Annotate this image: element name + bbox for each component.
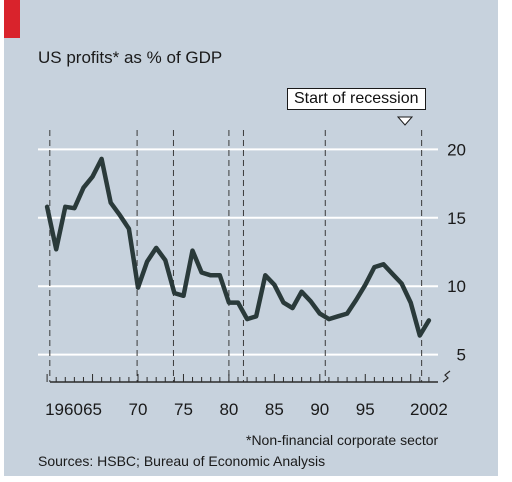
x-tick-label: 95: [356, 400, 375, 419]
axis-break-marker: [442, 370, 451, 383]
data-point: [201, 272, 203, 274]
data-point: [273, 284, 275, 286]
data-point: [155, 247, 157, 249]
chart-panel: [4, 0, 498, 476]
recession-callout: Start of recession: [287, 88, 426, 110]
data-point: [255, 315, 257, 317]
data-point: [382, 263, 384, 265]
data-point: [46, 206, 48, 208]
data-point: [146, 261, 148, 263]
x-tick-label: 1960: [45, 400, 83, 419]
data-point: [210, 274, 212, 276]
data-point: [228, 302, 230, 304]
x-tick-label: 70: [129, 400, 148, 419]
data-point: [428, 319, 430, 321]
source-note: Sources: HSBC; Bureau of Economic Analys…: [38, 453, 326, 469]
data-point: [392, 273, 394, 275]
chart-title: US profits* as % of GDP: [38, 48, 223, 67]
data-point: [128, 228, 130, 230]
y-tick-label: 20: [447, 140, 466, 159]
data-point: [82, 187, 84, 189]
y-tick-label: 15: [447, 209, 466, 228]
data-point: [173, 292, 175, 294]
series-layer: [44, 156, 432, 338]
data-point: [364, 284, 366, 286]
data-point: [319, 313, 321, 315]
data-point: [419, 334, 421, 336]
data-point: [346, 313, 348, 315]
y-tick-label: 5: [457, 346, 466, 365]
data-point: [101, 158, 103, 160]
data-point: [192, 250, 194, 252]
data-point: [410, 302, 412, 304]
data-point: [119, 214, 121, 216]
data-point: [137, 287, 139, 289]
recession-callout-pointer: [396, 116, 414, 126]
data-point: [164, 259, 166, 261]
gridlines: [38, 148, 438, 356]
data-point: [237, 302, 239, 304]
data-point: [337, 315, 339, 317]
data-point: [301, 291, 303, 293]
x-tick-label: 85: [265, 400, 284, 419]
data-point: [310, 300, 312, 302]
data-point: [355, 299, 357, 301]
x-tick-label: 90: [310, 400, 329, 419]
footnote: *Non-financial corporate sector: [246, 432, 439, 448]
data-point: [92, 176, 94, 178]
y-tick-label: 10: [447, 277, 466, 296]
data-point: [73, 207, 75, 209]
data-point: [401, 282, 403, 284]
data-point: [246, 318, 248, 320]
red-tab-accent: [4, 0, 20, 38]
data-point: [219, 274, 221, 276]
x-tick-label: 2002: [410, 400, 448, 419]
x-tick-label: 65: [83, 400, 102, 419]
x-tick-label: 75: [174, 400, 193, 419]
data-point: [282, 302, 284, 304]
data-point: [55, 248, 57, 250]
data-point: [64, 206, 66, 208]
tick-labels: 5 10 15 20 1960 65 70 75 80 85 90 95 2002: [45, 140, 466, 419]
data-point: [373, 266, 375, 268]
data-point: [182, 295, 184, 297]
data-point: [328, 318, 330, 320]
x-tick-label: 80: [219, 400, 238, 419]
data-point: [110, 202, 112, 204]
series-line-profits: [44, 156, 432, 338]
x-axis: [46, 370, 451, 383]
data-point: [264, 274, 266, 276]
recession-lines: [49, 116, 423, 382]
data-point: [292, 307, 294, 309]
